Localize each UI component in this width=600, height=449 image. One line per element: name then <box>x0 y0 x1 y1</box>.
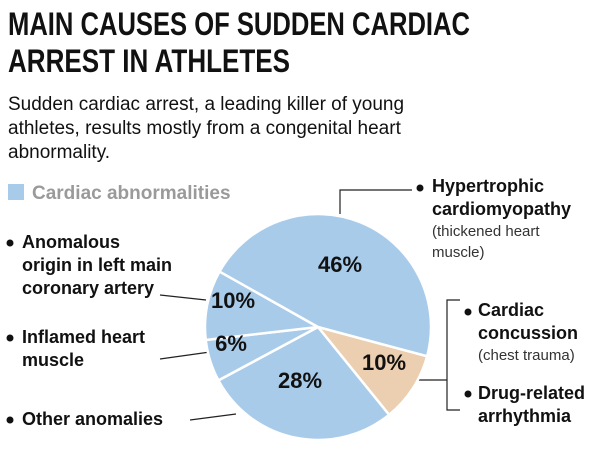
annotation-note: muscle) <box>432 244 485 261</box>
value-label: 10% <box>362 350 406 375</box>
annotation-label: origin in left main <box>22 255 172 275</box>
pie-slice <box>203 269 322 342</box>
chart-title: MAIN CAUSES OF SUDDEN CARDIAC <box>8 6 470 42</box>
bullet <box>6 416 14 424</box>
value-label: 28% <box>278 368 322 393</box>
subtitle: Sudden cardiac arrest, a leading killer … <box>8 94 404 115</box>
bullet <box>6 239 14 247</box>
annotation-label: concussion <box>478 323 578 343</box>
subtitle: abnormality. <box>8 142 110 163</box>
bullet <box>416 184 424 192</box>
value-label: 46% <box>318 252 362 277</box>
annotation-label: Hypertrophic <box>432 176 544 196</box>
annotation-label: Other anomalies <box>22 409 163 429</box>
leader-bracket <box>446 299 460 411</box>
legend-label: Cardiac abnormalities <box>32 183 231 204</box>
leader-line <box>339 189 412 214</box>
pie <box>203 212 433 442</box>
annotation-label: Cardiac <box>478 300 544 320</box>
annotation-note: (chest trauma) <box>478 347 575 364</box>
pie-slice <box>216 325 391 442</box>
value-label: 6% <box>215 331 247 356</box>
value-label: 10% <box>211 288 255 313</box>
annotation-label: cardiomyopathy <box>432 199 571 219</box>
leader-line <box>159 294 207 301</box>
annotation-label: Inflamed heart <box>22 327 145 347</box>
leader-line <box>189 413 237 421</box>
annotation-label: Drug-related <box>478 383 585 403</box>
bullet <box>464 308 472 316</box>
leader-line <box>159 351 211 360</box>
annotation-label: coronary artery <box>22 278 154 298</box>
annotation-label: Anomalous <box>22 232 120 252</box>
bullet <box>464 390 472 398</box>
bullet <box>6 334 14 342</box>
annotation-label: arrhythmia <box>478 406 572 426</box>
annotation-label: muscle <box>22 350 84 370</box>
chart-title: ARREST IN ATHLETES <box>8 43 290 79</box>
subtitle: athletes, results mostly from a congenit… <box>8 118 402 139</box>
pie-slice <box>217 212 433 358</box>
annotation-note: (thickened heart <box>432 223 540 240</box>
legend-swatch <box>8 184 24 200</box>
